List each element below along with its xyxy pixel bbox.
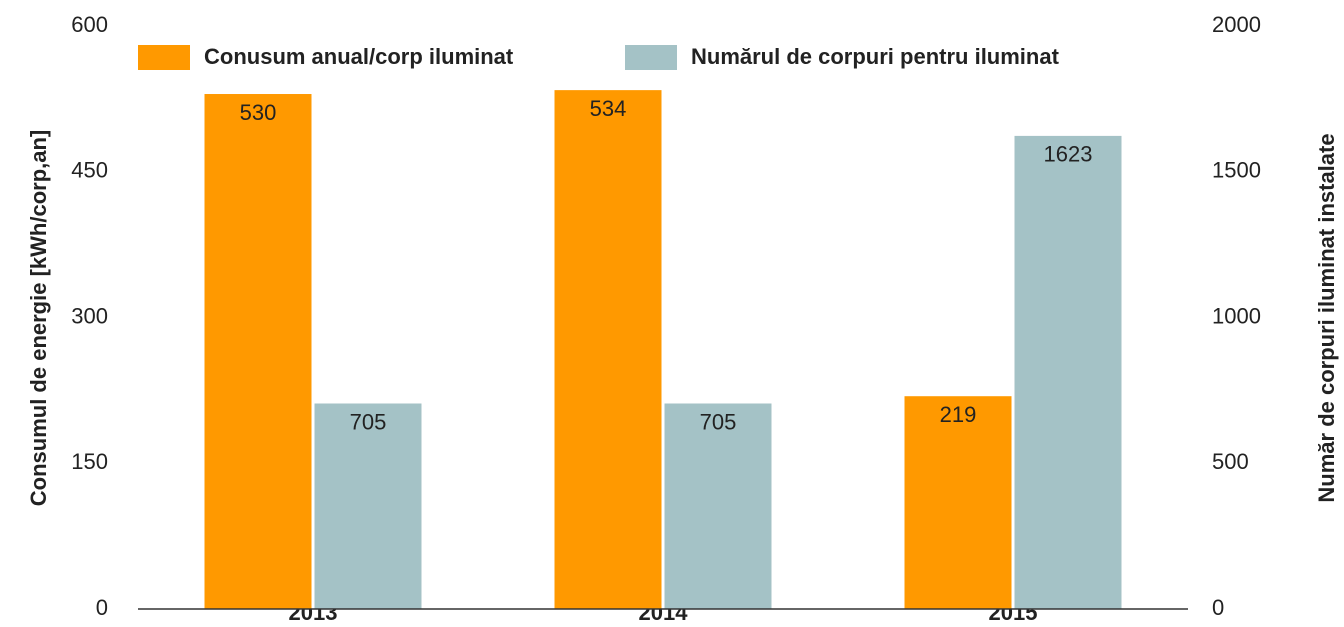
y-tick-label: 150 (71, 449, 108, 474)
value-label: 219 (940, 402, 977, 427)
y-tick-label: 0 (96, 595, 108, 620)
bar (314, 403, 422, 609)
bar (554, 90, 662, 609)
value-label: 705 (350, 409, 387, 434)
value-label: 1623 (1044, 142, 1093, 167)
bar (1014, 135, 1122, 609)
y2-axis-title: Număr de corpuri iluminat instalate (1314, 133, 1339, 502)
legend-swatch (138, 45, 190, 70)
y2-tick-label: 500 (1212, 449, 1249, 474)
y2-tick-label: 1500 (1212, 158, 1261, 183)
bar (204, 94, 312, 610)
y-tick-label: 450 (71, 158, 108, 183)
bar (904, 396, 1012, 609)
y2-tick-label: 0 (1212, 595, 1224, 620)
y-tick-label: 600 (71, 12, 108, 37)
y-tick-label: 300 (71, 303, 108, 328)
value-label: 705 (700, 409, 737, 434)
value-label: 534 (590, 96, 627, 121)
legend-label: Numărul de corpuri pentru iluminat (691, 44, 1060, 69)
legend-swatch (625, 45, 677, 70)
legend-label: Conusum anual/corp iluminat (204, 44, 514, 69)
y-axis-title: Consumul de energie [kWh/corp,an] (26, 130, 51, 506)
y2-tick-label: 1000 (1212, 303, 1261, 328)
y2-tick-label: 2000 (1212, 12, 1261, 37)
bar (664, 403, 772, 609)
value-label: 530 (240, 100, 277, 125)
